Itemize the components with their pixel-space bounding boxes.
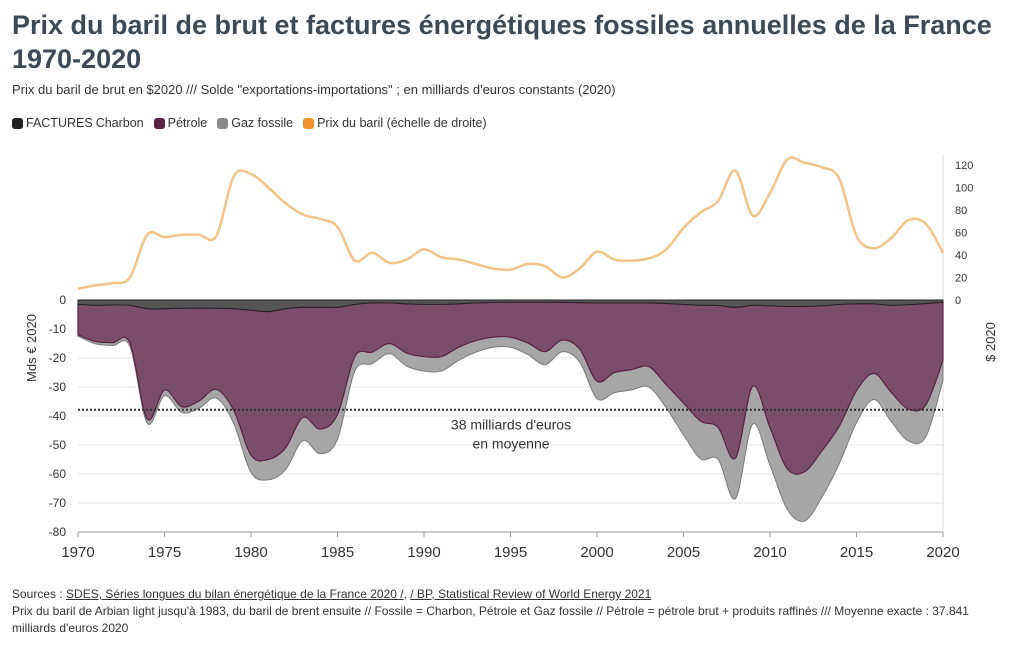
y2-tick-label: 100 [955,183,973,195]
legend-item-petrole[interactable]: Pétrole [153,116,208,130]
footer: Sources : SDES, Séries longues du bilan … [12,586,1012,637]
y-tick-label: -10 [49,322,67,336]
legend-label-petrole: Pétrole [167,116,208,130]
legend-item-baril[interactable]: Prix du baril (échelle de droite) [303,116,487,130]
x-tick-label: 1980 [234,544,267,561]
y-axis-title: Mds € 2020 [24,314,39,382]
sources-separator: , [403,587,411,601]
average-label-line1: 38 milliards d'euros [451,417,571,433]
legend: FACTURES Charbon Pétrole Gaz fossile Pri… [12,116,491,130]
y-tick-label: -70 [49,496,67,510]
y-tick-label: -50 [49,438,67,452]
sources-prefix: Sources : [12,587,67,601]
y2-axis-title: $ 2020 [983,322,998,362]
y2-tick-label: 0 [955,295,961,307]
y-tick-label: -60 [49,467,67,481]
y2-tick-label: 40 [955,250,967,262]
area-charbon [77,299,944,313]
x-tick-label: 1970 [61,544,94,561]
x-tick-label: 2010 [753,544,786,561]
legend-label-gaz: Gaz fossile [231,116,294,130]
x-tick-label: 2015 [840,544,873,561]
x-tick-label: 1975 [148,544,181,561]
x-tick-label: 2005 [667,544,700,561]
y-tick-label: -80 [49,525,67,539]
y2-tick-label: 80 [955,205,967,217]
x-tick-label: 1995 [494,544,527,561]
legend-label-baril: Prix du baril (échelle de droite) [317,116,487,130]
x-tick-label: 2000 [580,544,613,561]
y-tick-label: -40 [49,409,67,423]
legend-title: FACTURES [26,116,93,130]
y2-tick-label: 120 [955,160,973,172]
legend-label-charbon: Charbon [95,116,144,130]
x-tick-label: 1990 [407,544,440,561]
source-link-bp[interactable]: / BP, Statistical Review of World Energy… [410,587,652,601]
y2-tick-label: 60 [955,228,967,240]
source-link-sdes[interactable]: SDES, Séries longues du bilan énergétiqu… [66,587,404,601]
y2-tick-label: 20 [955,273,967,285]
y-tick-label: -30 [49,380,67,394]
chart-svg: 0 -10 -20 -30 -40 -50 -60 -70 -80 0 20 40 60 80 100 120… [24,155,998,561]
x-tick-label: 2020 [926,544,959,561]
line-prix-baril [77,156,945,290]
footer-note: Prix du baril de Arbian light jusqu'à 19… [12,604,969,635]
legend-item-gaz[interactable]: Gaz fossile [217,116,293,130]
average-label-line2: en moyenne [472,436,549,452]
sources-line: Sources : SDES, Séries longues du bilan … [12,586,1012,603]
legend-swatch-charbon [12,117,23,129]
y-tick-label: -20 [49,351,67,365]
chart-title: Prix du baril de brut et factures énergé… [12,10,992,74]
chart-subtitle: Prix du baril de brut en $2020 /// Solde… [12,82,616,97]
legend-item-charbon[interactable]: FACTURES Charbon [12,116,144,130]
x-tick-label: 1985 [321,544,354,561]
y-tick-label: 0 [59,293,66,307]
legend-swatch-petrole [153,117,165,129]
legend-swatch-baril [303,117,315,129]
legend-swatch-gaz [217,117,229,129]
